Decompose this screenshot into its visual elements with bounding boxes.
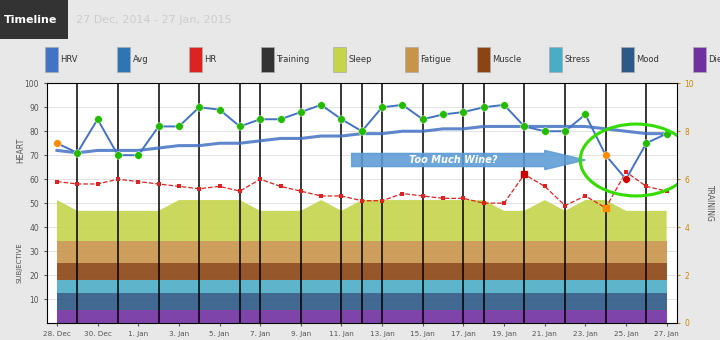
Text: Too Much Wine?: Too Much Wine? — [409, 155, 498, 165]
FancyBboxPatch shape — [693, 47, 706, 72]
Text: Muscle: Muscle — [492, 55, 522, 64]
Text: HRV: HRV — [60, 55, 78, 64]
FancyBboxPatch shape — [405, 47, 418, 72]
Text: Diet: Diet — [708, 55, 720, 64]
Text: HEART: HEART — [17, 138, 26, 163]
FancyBboxPatch shape — [189, 47, 202, 72]
Text: 27 Dec, 2014 - 27 Jan, 2015: 27 Dec, 2014 - 27 Jan, 2015 — [76, 15, 231, 24]
Text: Timeline: Timeline — [4, 15, 57, 24]
FancyArrow shape — [351, 150, 585, 170]
Text: Sleep: Sleep — [348, 55, 372, 64]
FancyBboxPatch shape — [261, 47, 274, 72]
Text: Training: Training — [276, 55, 310, 64]
Text: Avg: Avg — [132, 55, 148, 64]
FancyBboxPatch shape — [45, 47, 58, 72]
FancyBboxPatch shape — [549, 47, 562, 72]
FancyBboxPatch shape — [621, 47, 634, 72]
FancyBboxPatch shape — [477, 47, 490, 72]
FancyBboxPatch shape — [333, 47, 346, 72]
Text: HR: HR — [204, 55, 217, 64]
Bar — [0, 0, 68, 39]
Text: SUBJECTIVE: SUBJECTIVE — [17, 243, 22, 284]
Y-axis label: TRAINING: TRAINING — [705, 185, 714, 222]
Text: Fatigue: Fatigue — [420, 55, 451, 64]
FancyBboxPatch shape — [117, 47, 130, 72]
Text: Stress: Stress — [564, 55, 590, 64]
Text: Mood: Mood — [636, 55, 660, 64]
